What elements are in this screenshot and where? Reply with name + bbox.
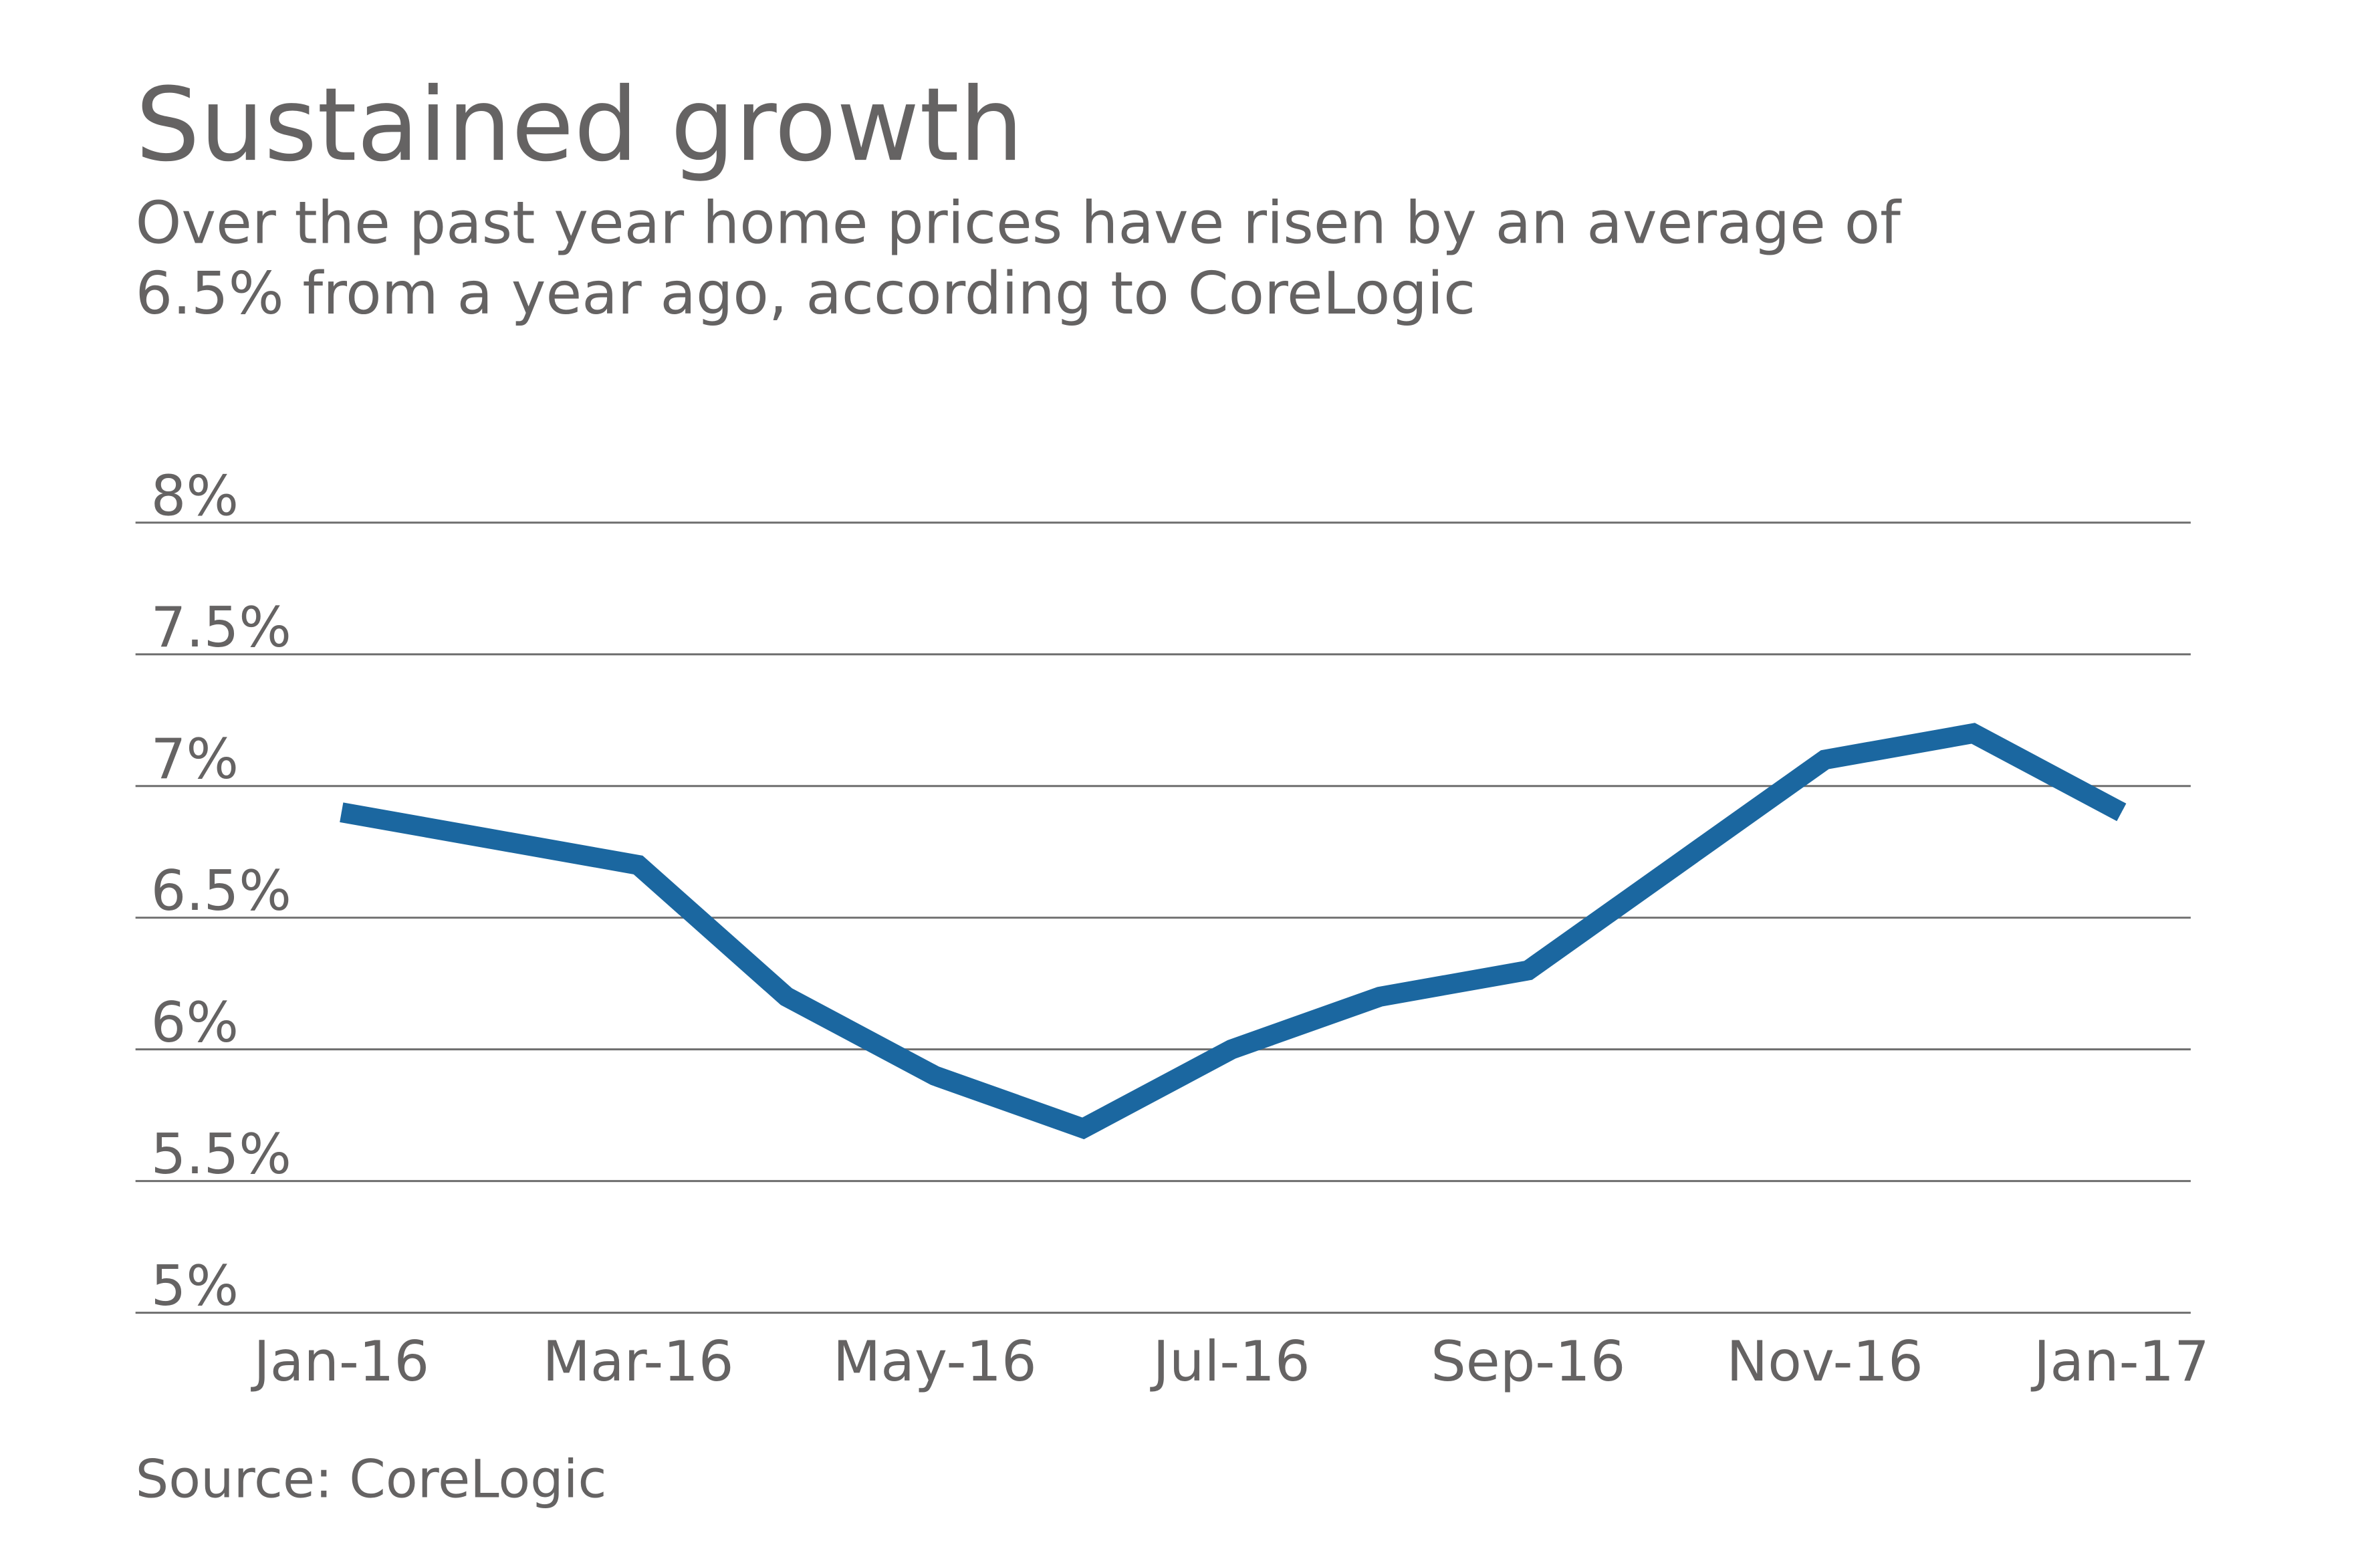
y-tick-label: 7% (151, 727, 239, 792)
y-tick-label: 8% (151, 463, 239, 528)
y-axis-tick-labels: 5% 5.5% 6% 6.5% 7% 7.5% 8% (151, 463, 291, 1318)
series (340, 723, 2127, 1140)
x-tick-label: Jul-16 (1150, 1329, 1310, 1394)
y-tick-label: 6% (151, 990, 239, 1055)
gridlines (135, 521, 2191, 1314)
x-tick-label: Sep-16 (1431, 1329, 1625, 1394)
x-tick-label: Jan-17 (2030, 1329, 2210, 1394)
x-tick-label: Nov-16 (1726, 1329, 1923, 1394)
x-tick-label: Jan-16 (250, 1329, 429, 1394)
chart-subtitle-line-2: 6.5% from a year ago, according to CoreL… (136, 259, 1475, 328)
chart-title: Sustained growth (136, 66, 1024, 184)
y-tick-label: 7.5% (151, 595, 291, 660)
series-line (340, 723, 2127, 1140)
y-tick-label: 5% (151, 1254, 239, 1318)
y-tick-label: 6.5% (151, 858, 291, 923)
x-tick-label: May-16 (833, 1329, 1037, 1394)
source-note: Source: CoreLogic (136, 1449, 607, 1510)
x-tick-label: Mar-16 (543, 1329, 734, 1394)
y-tick-label: 5.5% (151, 1122, 291, 1187)
x-axis-tick-labels: Jan-16 Mar-16 May-16 Jul-16 Sep-16 Nov-16 Jan-… (250, 1329, 2209, 1394)
chart-subtitle-line-1: Over the past year home prices have rise… (136, 189, 1902, 257)
